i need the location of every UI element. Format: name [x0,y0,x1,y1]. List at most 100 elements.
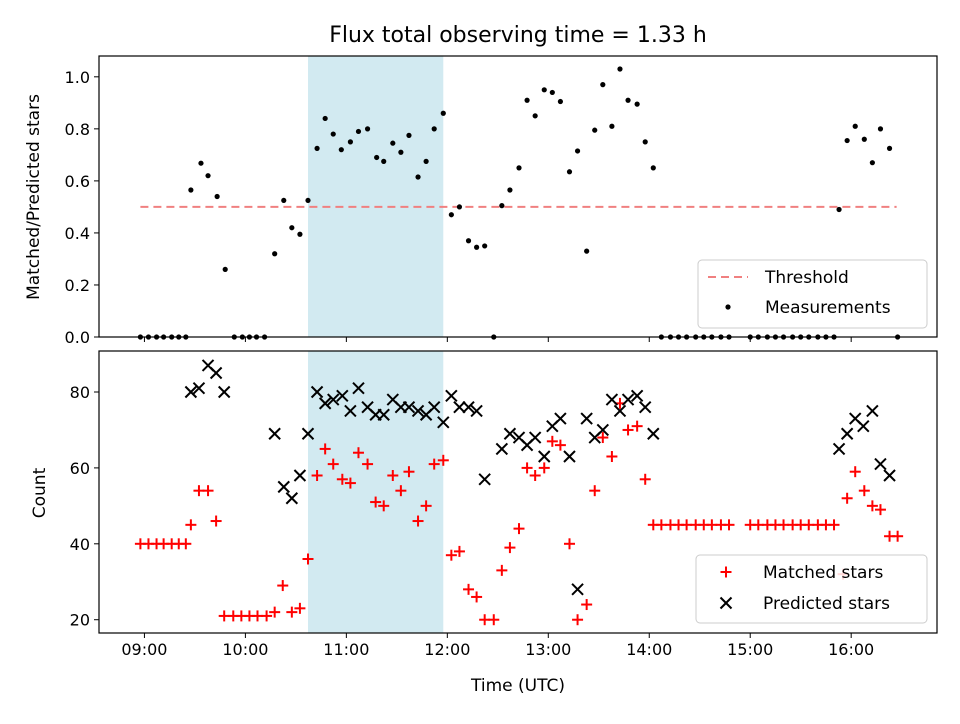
predicted-star-point-b [503,427,517,440]
predicted-star-point-b [445,389,458,402]
measurement-point [600,82,606,88]
measurement-point [355,128,362,135]
matched-star-point [336,473,348,485]
matched-star-point [311,469,323,481]
measurement-point [634,101,640,107]
legend-predicted-swatch [719,596,733,610]
matched-star-point [892,530,904,542]
matched-star-point [261,610,273,622]
matched-star-point [210,515,222,527]
predicted-star-point [402,400,416,414]
measurement-point [381,158,387,164]
measurement-point [557,98,564,105]
measurement-point [516,165,522,171]
matched-star-point [428,458,440,470]
predicted-star-point-b [596,423,610,437]
measurement-point [281,197,287,204]
measurement-point [532,113,538,119]
predicted-star-point-b [377,408,390,421]
predicted-star-point-b [453,400,466,414]
predicted-star-point [184,385,198,399]
predicted-star-point [538,450,551,463]
predicted-star-point [528,431,542,444]
x-tick-label: 15:00 [727,640,773,659]
predicted-star-point-b [301,427,315,440]
matched-star-point [327,458,339,470]
legend-measurements-swatch [725,304,731,310]
predicted-star-point [427,400,441,414]
predicted-star-point-b [613,404,627,418]
y-tick-label: 0.2 [65,276,90,295]
measurement-point [625,97,631,103]
measurement-point [214,193,220,200]
predicted-star-point-b [268,427,281,440]
x-tick-label: 14:00 [626,640,672,659]
predicted-star-point-b [411,404,425,418]
measurement-point [205,173,211,179]
matched-star-point [597,432,609,444]
predicted-star-point-b [462,400,475,414]
bottom-legend-box [695,554,928,624]
predicted-star-point-b [563,450,576,463]
legend-predicted-swatch-b [719,596,733,610]
measurement-point [448,212,454,218]
predicted-star-point-b [344,404,357,418]
y-tick-label: 0.4 [65,224,90,243]
predicted-star-point [344,404,357,418]
measurement-point [566,169,573,175]
predicted-star-point-b [571,583,584,596]
predicted-star-point [495,442,509,456]
predicted-star-point [883,469,896,482]
matched-star-point [504,542,516,554]
predicted-star-point [605,393,619,406]
matched-star-point [513,523,525,535]
measurement-point [322,115,328,122]
predicted-star-point [217,385,231,399]
predicted-star-point-b [580,412,593,425]
measurement-point [222,266,228,272]
predicted-star-point-b [192,381,206,395]
y-tick-label: 40 [70,535,90,554]
predicted-star-point-b [352,381,365,395]
legend-matched-label: Matched stars [763,563,883,583]
legend-measurements-label: Measurements [765,298,891,318]
predicted-star-point [596,423,610,437]
predicted-star-point [285,492,299,505]
predicted-star-point-b [209,366,223,380]
legend-threshold-label: Threshold [764,268,849,288]
plot-frame [98,350,938,634]
measurement-point [305,197,311,204]
measurement-point [852,123,858,129]
measurement-point [642,139,648,145]
measurement-point [609,123,615,129]
measurement-point [423,158,429,164]
predicted-star-point [277,480,290,494]
measurement-point [198,160,204,166]
measurement-point [886,145,893,151]
measurement-point [574,148,581,154]
predicted-star-point-b [217,385,231,399]
predicted-star-point [293,469,307,482]
measurement-point [507,187,513,193]
predicted-star-point-b [528,431,542,444]
predicted-star-point-b [201,359,215,372]
x-tick-label: 11:00 [323,640,369,659]
y-tick-label: 0.8 [65,120,90,139]
matched-star-point [622,424,634,436]
y-tick-label: 1.0 [65,68,90,87]
predicted-star-point [192,381,206,395]
predicted-star-point [301,427,315,440]
measurement-point [877,126,884,132]
highlight-band [307,351,444,633]
predicted-star-point-b [437,416,450,429]
matched-star-point [180,538,192,550]
measurement-point [592,127,598,133]
measurement-point [398,149,404,155]
matched-star-point [639,473,651,485]
measurement-point [861,136,867,142]
matched-star-point [554,439,566,451]
predicted-star-point-b [512,431,526,444]
matched-star-point [496,564,508,576]
predicted-star-point-b [538,450,551,463]
measurement-point [272,251,278,257]
